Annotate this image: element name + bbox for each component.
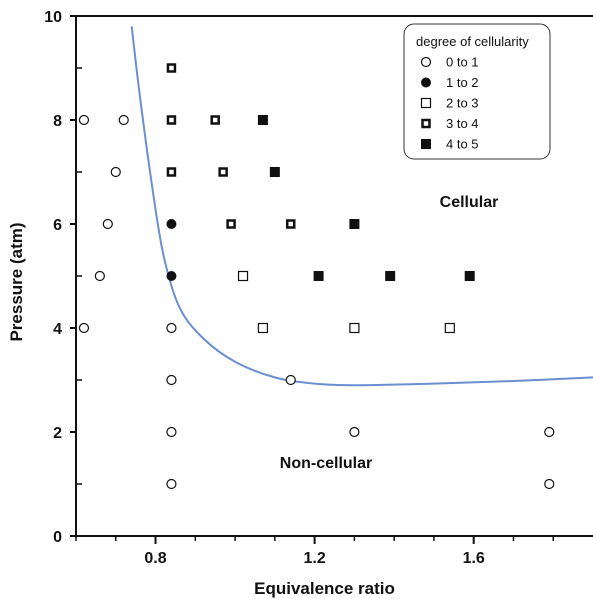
data-point	[210, 115, 220, 125]
data-point	[226, 219, 236, 229]
x-tick-label: 1.6	[463, 550, 485, 567]
data-point	[102, 218, 113, 230]
data-point	[118, 114, 129, 126]
y-tick-label: 6	[53, 217, 62, 234]
legend-label: 2 to 3	[446, 96, 479, 111]
data-point	[544, 426, 555, 438]
legend-marker	[421, 139, 431, 149]
boundary-curve	[130, 26, 593, 387]
y-tick-label: 4	[53, 321, 62, 338]
legend-label: 1 to 2	[446, 75, 479, 90]
data-point	[166, 167, 177, 177]
data-point	[444, 322, 455, 334]
data-point	[218, 167, 228, 177]
y-tick-label: 2	[53, 425, 62, 442]
y-tick-label: 8	[53, 113, 62, 130]
legend-box	[403, 23, 551, 160]
legend: degree of cellularity 0 to 1 1 to 2 2 to 3 3…	[403, 23, 551, 160]
data-point	[544, 478, 555, 490]
plot-area: 0 2 4 6 8 10 0.8 1.2 1.6 Equivalence ratio Pressur…	[7, 9, 593, 598]
data-point	[166, 478, 177, 490]
legend-label: 0 to 1	[446, 55, 479, 70]
x-axis-label: Equivalence ratio	[254, 579, 395, 598]
data-point	[257, 322, 269, 334]
data-point	[166, 374, 177, 386]
data-point	[166, 115, 177, 125]
data-point	[269, 167, 280, 177]
annotation-cellular: Cellular	[440, 194, 499, 211]
data-point	[110, 166, 121, 178]
x-tick-label: 1.2	[303, 550, 325, 567]
data-point	[285, 374, 296, 386]
data-point	[166, 219, 177, 229]
data-point	[349, 322, 360, 334]
legend-title: degree of cellularity	[416, 34, 529, 49]
data-point	[313, 271, 324, 281]
data-point	[166, 271, 177, 281]
legend-marker	[421, 118, 431, 129]
data-point	[166, 63, 177, 73]
y-axis-label: Pressure (atm)	[7, 222, 26, 341]
data-point	[78, 322, 90, 334]
data-point	[78, 114, 90, 126]
legend-marker	[420, 97, 432, 109]
data-point	[166, 322, 177, 334]
data-point	[464, 271, 475, 281]
y-tick-label: 0	[53, 529, 62, 546]
data-point	[349, 426, 360, 438]
data-point	[286, 219, 296, 229]
y-tick-label: 10	[44, 9, 62, 26]
legend-marker	[421, 77, 431, 88]
data-point	[385, 271, 396, 281]
legend-label: 4 to 5	[446, 137, 479, 152]
data-point	[237, 270, 249, 282]
data-point	[166, 426, 177, 438]
legend-label: 3 to 4	[446, 116, 479, 131]
data-point	[94, 270, 105, 282]
data-point	[349, 219, 360, 229]
x-tick-label: 0.8	[144, 550, 166, 567]
annotation-non-cellular: Non-cellular	[280, 455, 372, 472]
legend-marker	[420, 56, 432, 68]
data-point	[257, 115, 268, 125]
